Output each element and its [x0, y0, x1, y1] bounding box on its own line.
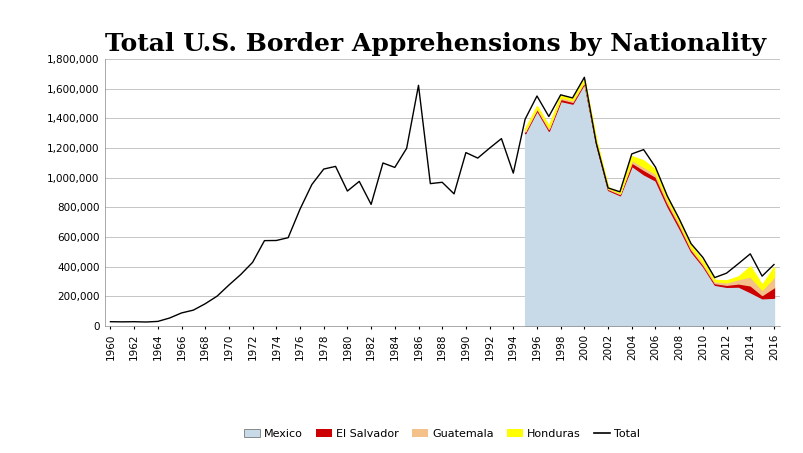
Legend: Mexico, El Salvador, Guatemala, Honduras, Total: Mexico, El Salvador, Guatemala, Honduras…: [239, 424, 644, 443]
Text: Total U.S. Border Apprehensions by Nationality: Total U.S. Border Apprehensions by Natio…: [104, 32, 764, 56]
